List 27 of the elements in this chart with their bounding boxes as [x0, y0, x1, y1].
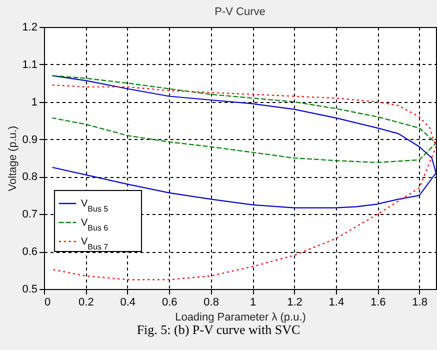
y-tick-label: 1	[31, 96, 38, 108]
y-tick-label: 0.9	[22, 134, 38, 146]
legend-label: V$_{Bus 7}$	[81, 236, 109, 251]
x-tick-label: 0.8	[204, 296, 219, 308]
legend-label: V$_{Bus 6}$	[81, 218, 109, 232]
x-tick-label: 0	[44, 296, 51, 308]
x-tick-label: 0.4	[120, 296, 136, 308]
legend-label: V$_{Bus 5}$	[81, 198, 109, 213]
x-tick-label: 1.8	[412, 296, 428, 308]
y-tick-label: 0.8	[22, 171, 38, 184]
caption: Fig. 5: (b) P-V curve with SVC	[136, 322, 300, 338]
x-tick-label: 0.2	[78, 296, 94, 308]
x-tick-label: 1.2	[287, 296, 302, 308]
y-axis-title: Voltage (p.u.)	[7, 126, 20, 192]
x-tick-label: 0.6	[162, 296, 178, 308]
chart-title: P-V Curve	[214, 6, 266, 18]
x-tick-label: 1.6	[370, 296, 386, 308]
y-tick-label: 0.6	[22, 246, 38, 258]
y-tick-label: 1.1	[22, 58, 38, 71]
x-tick-label: 1	[250, 296, 256, 308]
x-tick-label: 1.4	[328, 296, 344, 308]
y-tick-label: 1.2	[22, 22, 38, 34]
line-series	[52, 75, 437, 164]
x-axis-title: Loading Parameter λ (p.u.)	[175, 312, 306, 324]
y-tick-label: 0.7	[22, 208, 38, 221]
line-series	[52, 84, 437, 280]
y-tick-label: 0.5	[22, 284, 38, 296]
